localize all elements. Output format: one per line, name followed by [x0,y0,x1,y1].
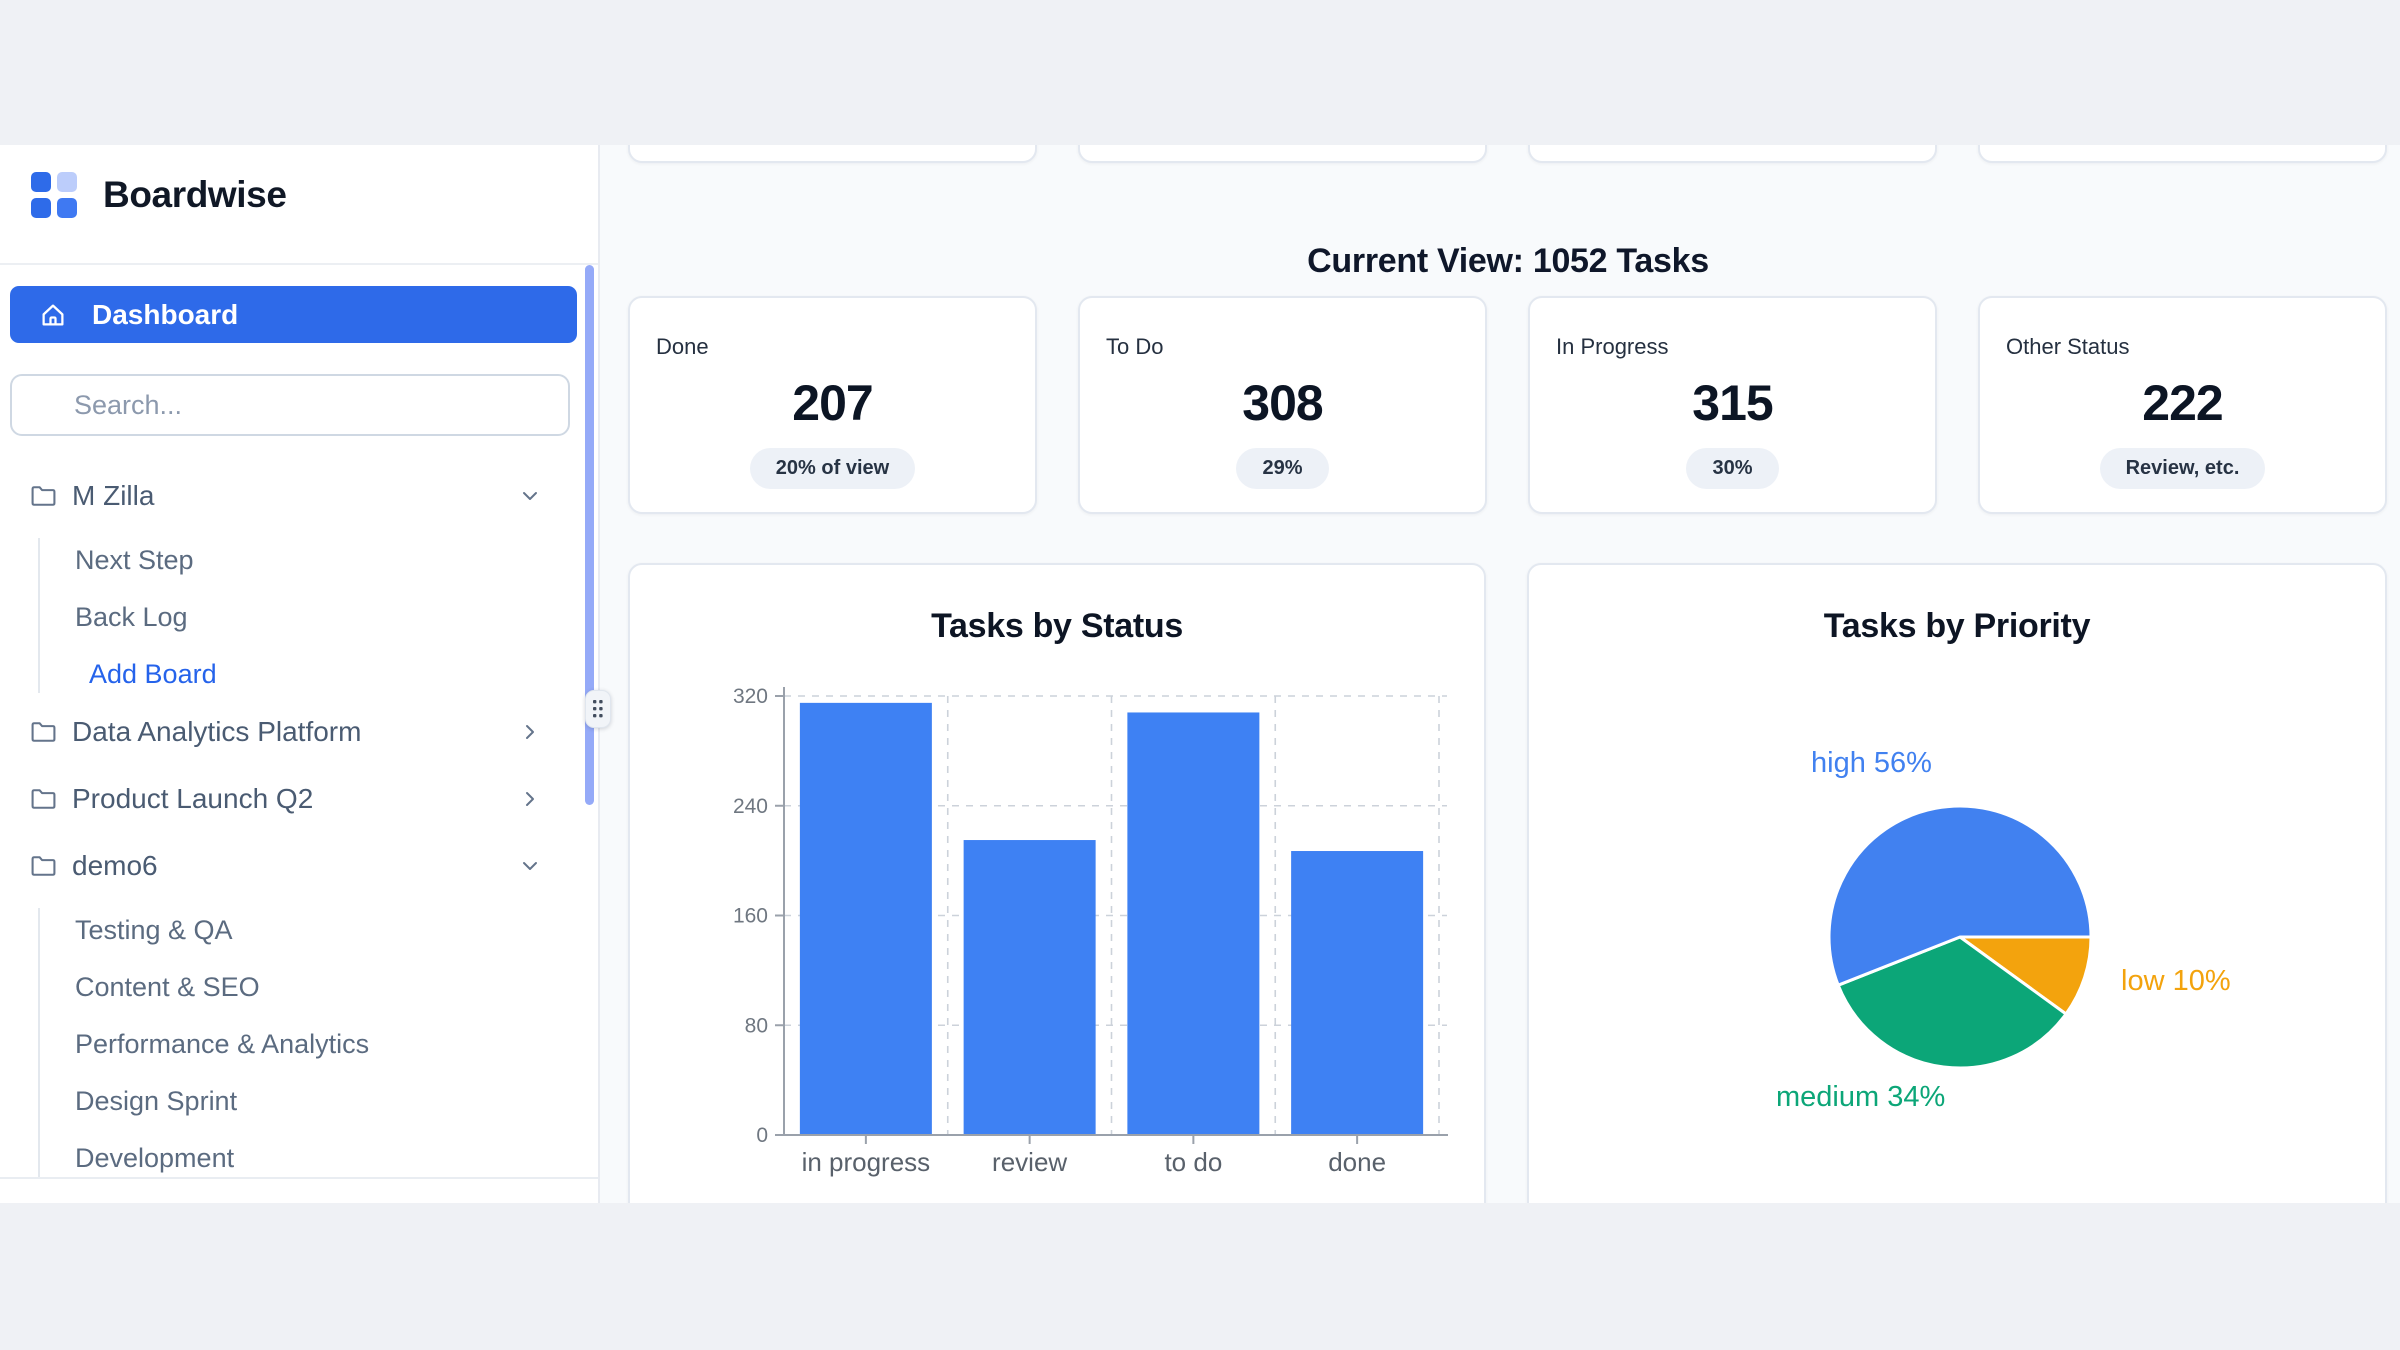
stat-badge: 20% of view [749,448,916,489]
stat-badge: Review, etc. [2099,448,2266,489]
stat-card-to-do: To Do 308 29% [1078,296,1487,514]
y-tick-label: 240 [733,795,768,818]
x-tick-label: review [992,1147,1067,1177]
pie-chart [1827,804,2093,1070]
sidebar-item-next-step[interactable]: Next Step [75,545,194,575]
sidebar-divider [0,263,598,265]
scrolled-card-partial [628,145,1037,163]
bar-to-do [1127,712,1260,1135]
app-title: Boardwise [103,174,287,215]
add-board-link[interactable]: Add Board [89,659,217,689]
tree-guide-line [38,538,40,693]
sidebar-resize-handle[interactable] [585,690,611,728]
stats-row: Done 207 20% of view To Do 308 29% In Prog… [628,296,2387,514]
chevron-down-icon[interactable] [518,484,542,508]
charts-row: Tasks by Status 0 80 160 240 320 in progress r… [628,563,2387,1203]
tasks-by-priority-card: Tasks by Priority high 56% medium 34% low … [1527,563,2387,1203]
bar-done [1291,851,1424,1135]
tasks-by-status-card: Tasks by Status 0 80 160 240 320 in progress r… [628,563,1486,1203]
bar-chart: 0 80 160 240 320 in progress review to do done [733,685,1448,1177]
y-tick-label: 320 [733,685,768,708]
sidebar-item-performance-analytics[interactable]: Performance & Analytics [75,1029,370,1059]
pie-slice-medium [1836,935,2068,1070]
board-label: Product Launch Q2 [72,783,314,814]
x-tick-label: to do [1164,1147,1222,1177]
pie-label-medium: medium 34% [1776,1081,1946,1113]
sidebar-item-testing-qa[interactable]: Testing & QA [75,915,233,945]
pie-slice-low [1958,935,2093,1016]
x-tick-label: done [1328,1147,1386,1177]
bar-review [963,840,1096,1135]
folder-icon [31,856,56,876]
scrolled-card-partial [1528,145,1937,163]
scrolled-card-partial [1078,145,1487,163]
y-tick-label: 160 [733,905,768,928]
app-logo-icon [31,172,77,218]
sidebar: Boardwise Dashboard M Zilla Next Step Back… [0,145,600,1203]
sidebar-board-m-zilla[interactable]: M Zilla [0,472,590,520]
folder-icon [31,722,56,742]
sidebar-item-design-sprint[interactable]: Design Sprint [75,1086,238,1116]
sidebar-board-product-launch-q2[interactable]: Product Launch Q2 [0,775,590,823]
chevron-right-icon[interactable] [518,720,542,744]
y-tick-label: 0 [756,1124,768,1147]
board-label: M Zilla [72,480,155,511]
bar-in-progress [799,702,932,1135]
search-input[interactable] [10,374,570,436]
sidebar-bottom-divider [0,1177,598,1179]
board-children-group: Next Step Back Log Add Board [0,532,590,703]
home-icon [42,304,64,325]
chevron-right-icon[interactable] [518,787,542,811]
pie-label-high: high 56% [1811,747,1932,779]
stat-value: 308 [1242,375,1323,431]
page-title: Current View: 1052 Tasks [1307,241,1709,280]
main-content: Current View: 1052 Tasks Done 207 20% of… [600,145,2400,1203]
app-logo-row: Boardwise [31,167,287,223]
folder-icon [31,789,56,809]
stat-value: 207 [792,375,873,431]
stat-label: Done [656,334,709,359]
dashboard-label: Dashboard [92,298,239,330]
pie-chart-title: Tasks by Priority [1823,607,2091,645]
x-tick-label: in progress [802,1147,931,1177]
stat-card-other-status: Other Status 222 Review, etc. [1978,296,2387,514]
y-tick-label: 80 [745,1014,768,1037]
folder-icon [31,486,56,506]
sidebar-board-demo6[interactable]: demo6 [0,842,590,890]
board-label: demo6 [72,850,158,881]
stat-label: In Progress [1556,334,1669,359]
dashboard-button[interactable]: Dashboard [10,286,577,343]
stat-label: Other Status [2006,334,2130,359]
sidebar-item-content-seo[interactable]: Content & SEO [75,972,260,1002]
stat-value: 222 [2142,375,2223,431]
pie-label-low: low 10% [2121,965,2231,997]
board-tree: M Zilla Next Step Back Log Add Board Data An… [0,472,590,1203]
sidebar-board-data-analytics-platform[interactable]: Data Analytics Platform [0,708,590,756]
app-shell: Boardwise Dashboard M Zilla Next Step Back… [0,145,2400,1203]
board-children-group: Testing & QA Content & SEO Performance & A… [0,902,590,1187]
scrolled-cards-row [628,145,2387,163]
stat-value: 315 [1692,375,1773,431]
sidebar-item-back-log[interactable]: Back Log [75,602,188,632]
board-label: Data Analytics Platform [72,716,362,747]
sidebar-item-development[interactable]: Development [75,1143,235,1173]
stat-badge: 29% [1236,448,1329,489]
scrolled-card-partial [1978,145,2387,163]
bar-chart-title: Tasks by Status [931,607,1183,645]
stat-card-done: Done 207 20% of view [628,296,1037,514]
stat-label: To Do [1106,334,1164,359]
grip-dots-icon [593,700,603,718]
tree-guide-line [38,908,40,1177]
sidebar-scrollbar-thumb[interactable] [585,265,594,805]
pie-slice-high [1827,804,2093,987]
chevron-down-icon[interactable] [518,854,542,878]
stat-card-in-progress: In Progress 315 30% [1528,296,1937,514]
stat-badge: 30% [1686,448,1779,489]
